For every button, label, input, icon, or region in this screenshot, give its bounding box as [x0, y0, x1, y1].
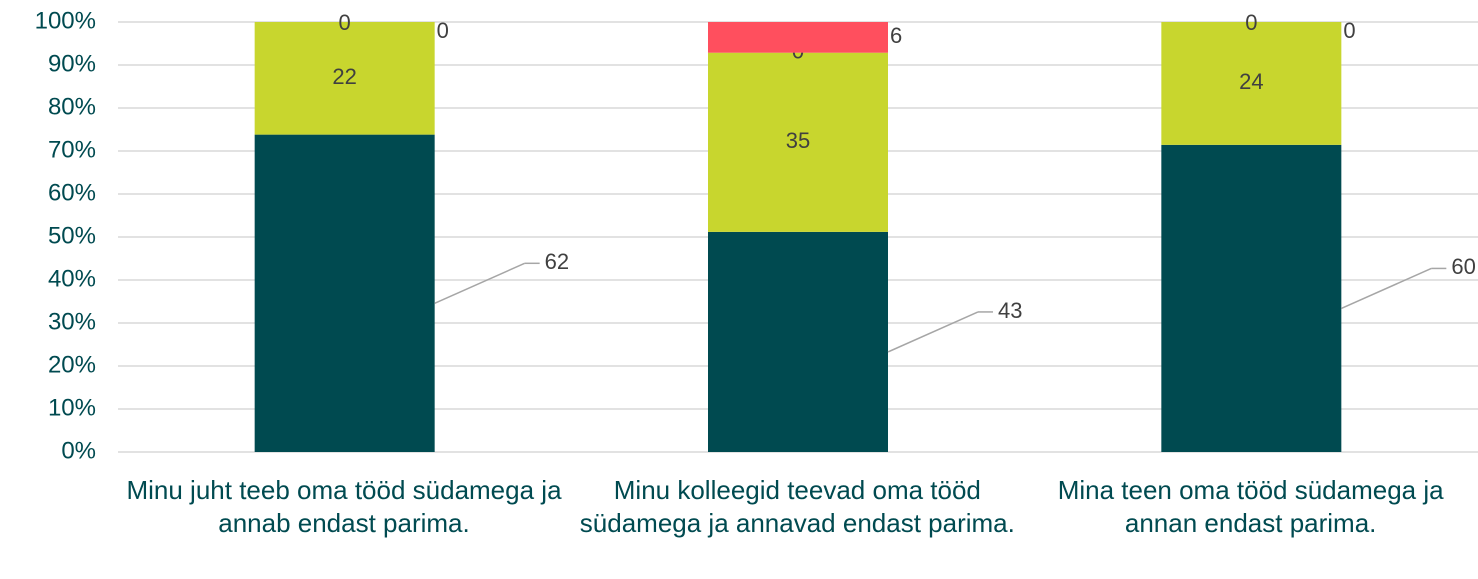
data-label: 43: [998, 298, 1022, 323]
bar-segment: [1161, 22, 1342, 145]
y-tick-label: 50%: [48, 222, 96, 249]
data-label: 22: [332, 64, 356, 89]
data-label: 0: [1245, 10, 1257, 35]
y-tick-label: 40%: [48, 265, 96, 292]
y-tick-label: 10%: [48, 394, 96, 421]
leader-line: [1341, 267, 1432, 310]
y-tick-label: 90%: [48, 50, 96, 77]
bar-segment: [254, 22, 435, 135]
bar-segment: [708, 231, 888, 452]
x-tick-label: Minu juht teeb oma tööd südamega ja anna…: [126, 475, 562, 538]
y-tick-label: 100%: [35, 7, 96, 34]
x-tick-label: Minu kolleegid teevad oma tööd südamega …: [579, 475, 1015, 538]
bar-segment: [708, 52, 888, 232]
data-label: 0: [1343, 18, 1355, 43]
data-label: 0: [339, 10, 351, 35]
leader-line: [887, 311, 979, 353]
leader-line: [434, 262, 525, 304]
y-tick-label: 60%: [48, 179, 96, 206]
data-label: 0: [437, 18, 449, 43]
data-label: 35: [786, 128, 810, 153]
y-tick-label: 20%: [48, 351, 96, 378]
x-tick-label: Mina teen oma tööd südamega ja annan end…: [1057, 475, 1444, 538]
bar-segment: [1161, 144, 1342, 452]
y-tick-label: 70%: [48, 136, 96, 163]
y-tick-label: 80%: [48, 93, 96, 120]
y-tick-label: 0%: [61, 437, 96, 464]
data-label: 60: [1451, 254, 1475, 279]
data-label: 6: [890, 23, 902, 48]
y-tick-label: 30%: [48, 308, 96, 335]
data-label: 62: [545, 249, 569, 274]
bar-segment: [254, 134, 435, 452]
bar-segment: [708, 22, 888, 53]
data-label: 24: [1239, 69, 1263, 94]
